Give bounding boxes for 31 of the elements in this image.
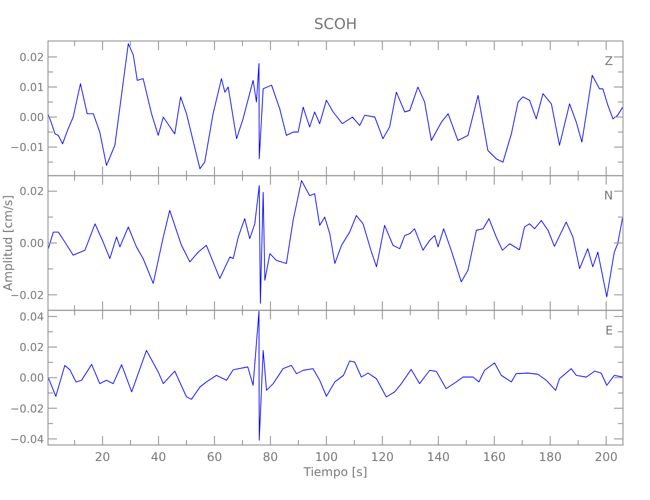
y-tick-label: 0.00 <box>20 237 44 250</box>
x-tick-label: 180 <box>538 450 562 464</box>
annotation: N <box>604 188 613 203</box>
y-tick-label: 0.02 <box>20 185 44 198</box>
y-tick-label: −0.01 <box>10 141 44 154</box>
line-series <box>48 180 623 304</box>
x-tick-label: 80 <box>262 450 278 464</box>
y-tick-label: 0.00 <box>20 372 44 385</box>
y-tick-label: 0.01 <box>20 80 44 94</box>
x-tick-label: 20 <box>94 450 110 464</box>
y-tick-label: −0.02 <box>10 402 44 416</box>
y-tick-label: 0.00 <box>20 111 44 124</box>
y-axis-title: Amplitud [cm/s] <box>1 195 15 291</box>
annotation: E <box>605 323 613 338</box>
x-tick-label: 200 <box>594 450 618 464</box>
y-tick-label: −0.02 <box>10 288 44 302</box>
y-tick-label: 0.02 <box>20 50 44 64</box>
x-axis-title: Tiempo [s] <box>302 465 368 479</box>
y-tick-label: −0.04 <box>10 432 44 446</box>
chart-title: SCOH <box>314 15 358 33</box>
x-tick-label: 120 <box>370 450 394 464</box>
annotation: Z <box>604 54 613 68</box>
line-series <box>48 43 623 170</box>
x-tick-label: 60 <box>206 450 222 464</box>
x-tick-label: 160 <box>482 450 506 464</box>
line-series <box>48 310 623 441</box>
x-tick-label: 140 <box>426 450 450 464</box>
y-tick-label: 0.02 <box>20 341 44 354</box>
x-tick-label: 40 <box>150 450 166 464</box>
x-tick-label: 100 <box>314 450 338 464</box>
y-tick-label: 0.04 <box>20 310 44 324</box>
